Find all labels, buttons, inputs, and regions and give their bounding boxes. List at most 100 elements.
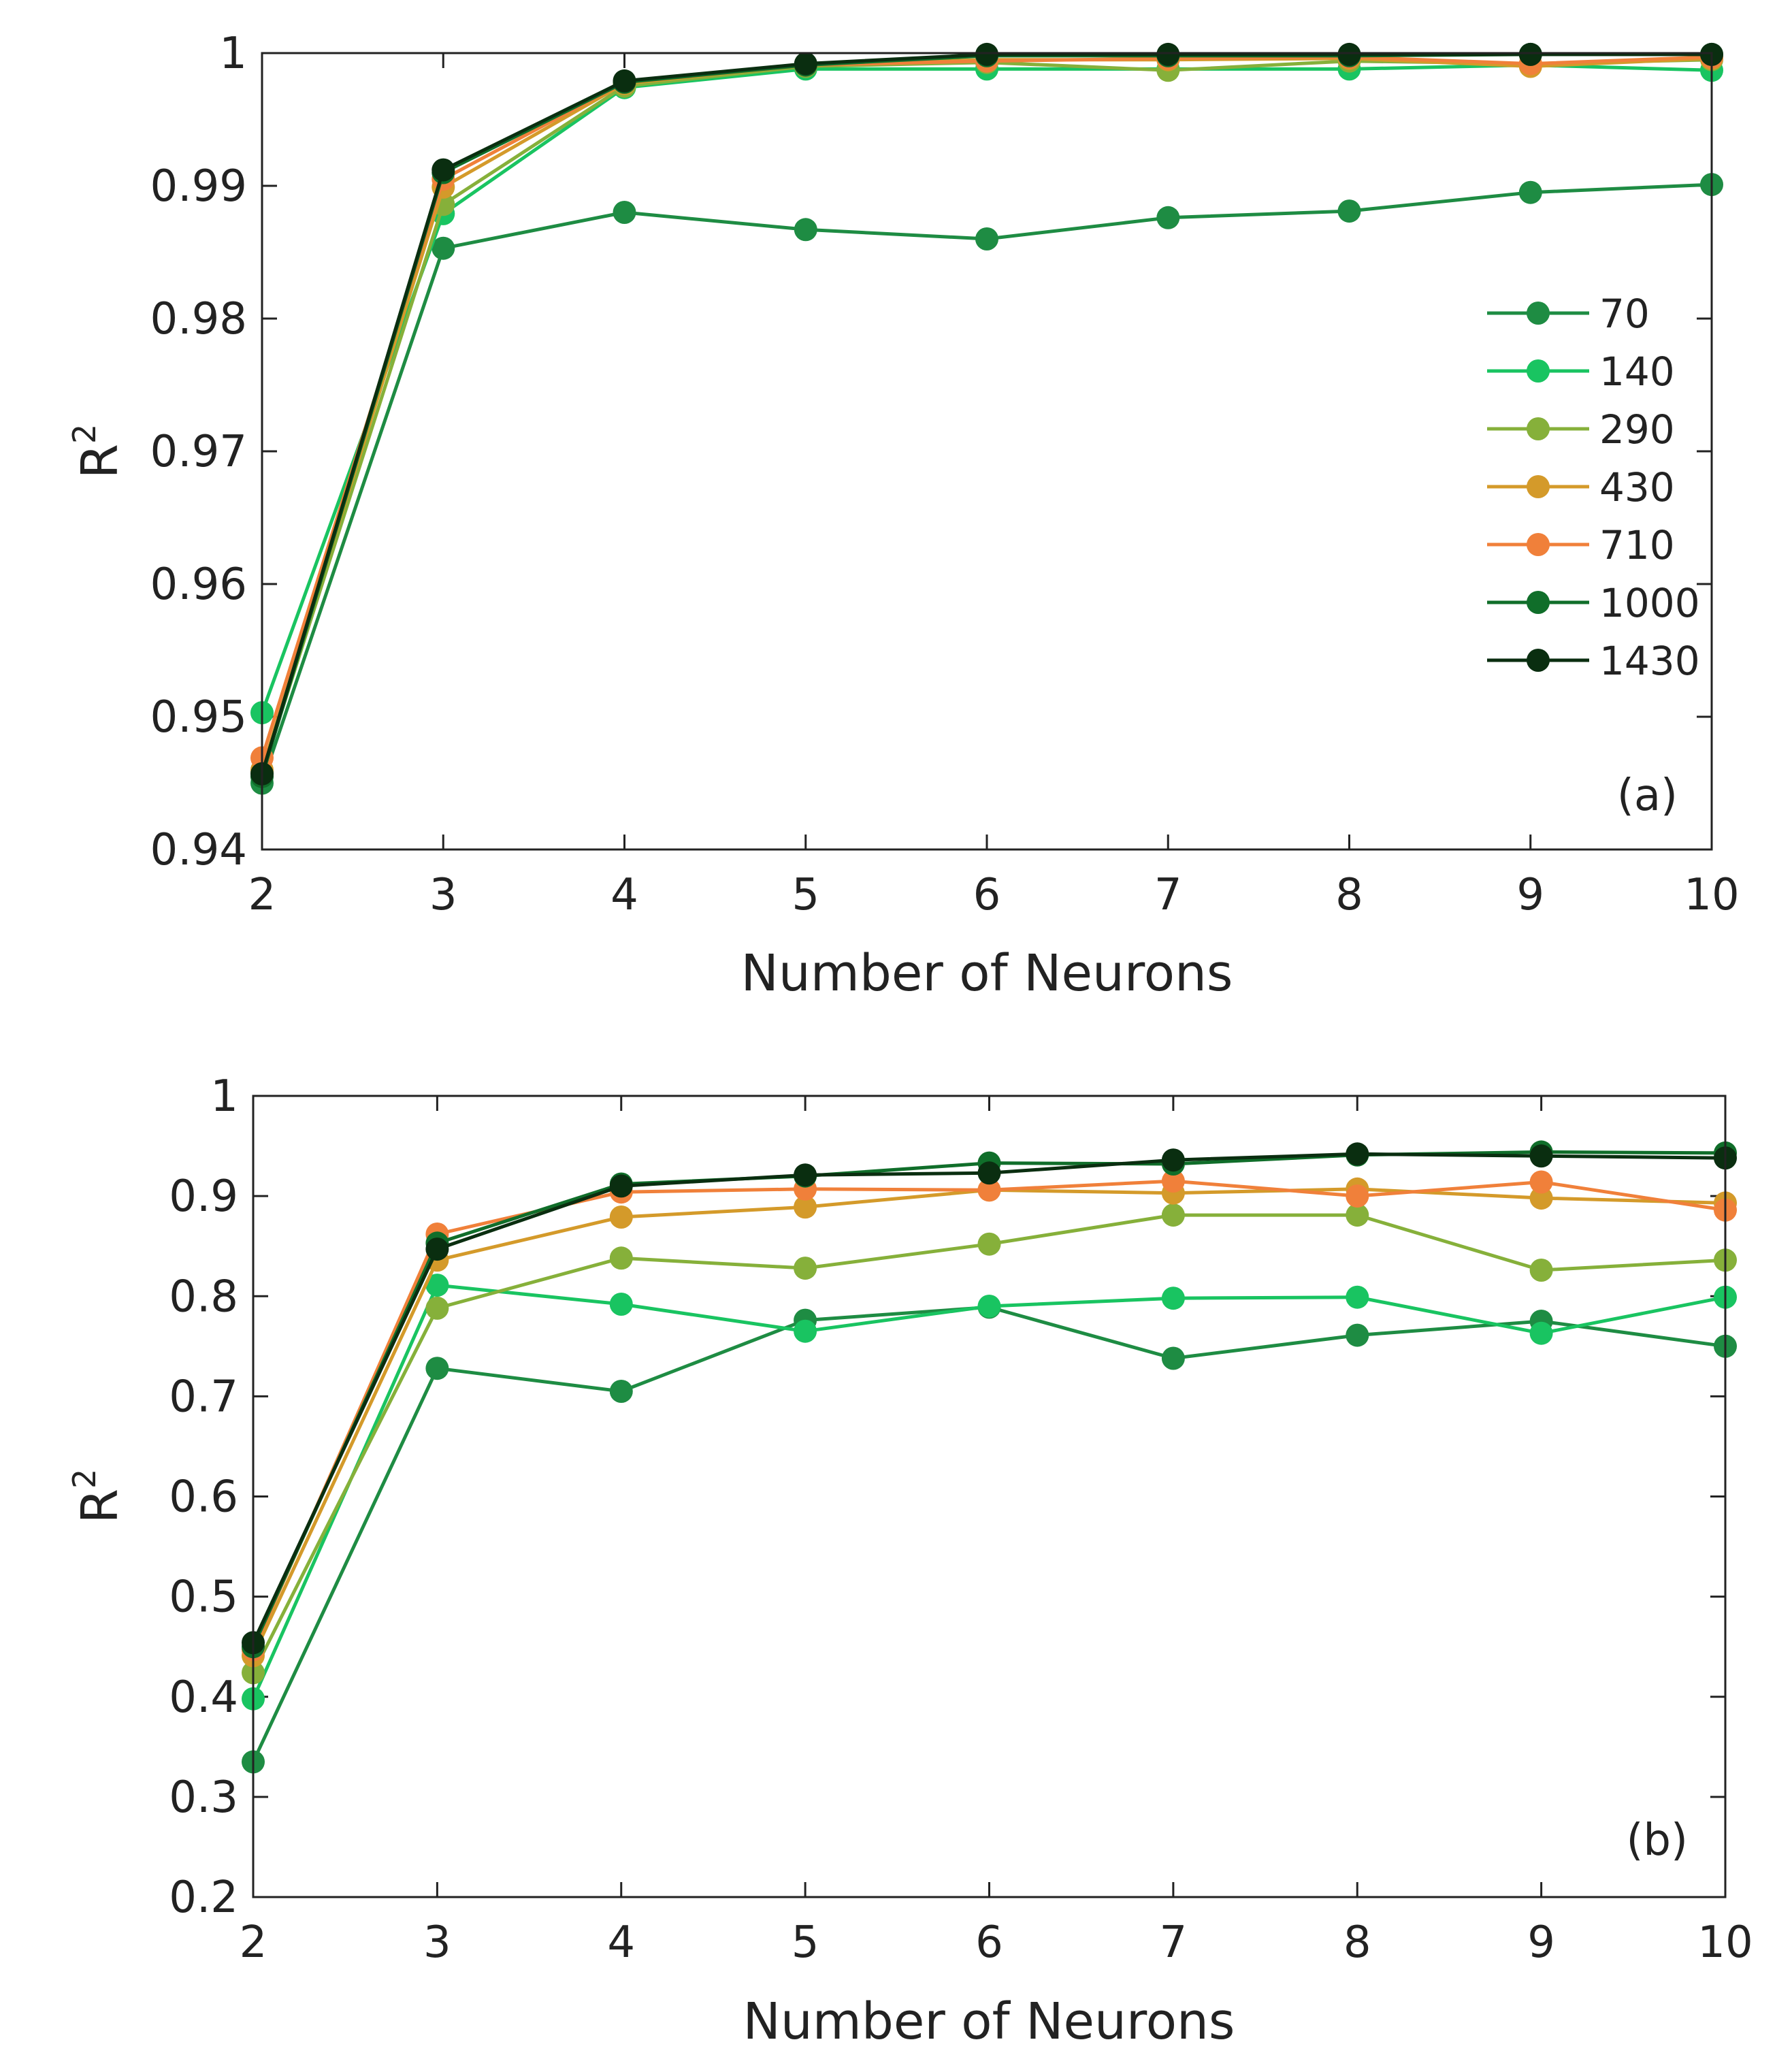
panel-b-xtick-label: 3: [423, 1917, 451, 1968]
panel-b-series-1430-point: [1529, 1144, 1553, 1168]
panel-b-series-140-point: [1346, 1285, 1369, 1309]
panel-b-series-290-point: [609, 1246, 633, 1270]
legend-label: 1000: [1599, 580, 1700, 626]
panel-a-series-140: [250, 53, 1723, 725]
panel-b-series-1430-point: [425, 1237, 449, 1261]
panel-b-series-430-point: [1529, 1186, 1553, 1210]
panel-a-ytick-label: 0.97: [150, 427, 248, 477]
panel-b-ytick-label: 0.6: [169, 1472, 238, 1523]
panel-a-series-430-line: [260, 56, 1712, 771]
panel-b-series-140-point: [977, 1295, 1001, 1318]
panel-a-ytick-label: 0.94: [150, 825, 248, 875]
panel-a-xtick-label: 4: [610, 870, 638, 920]
legend-item-1000: 1000: [1487, 580, 1700, 626]
legend-item-70: 70: [1487, 291, 1650, 337]
panel-b-ytick-label: 0.2: [169, 1873, 238, 1923]
panel-a-axes-box: [261, 52, 1713, 851]
panel-b-series-710-point: [1161, 1169, 1185, 1193]
panel-b-ytick-label: 0.8: [169, 1272, 238, 1322]
panel-a-series-70-point: [1518, 180, 1542, 204]
panel-a-legend: 70 140 290 430 710 1000 1430: [1487, 291, 1700, 684]
legend-label: 1430: [1599, 638, 1700, 684]
panel-b-series-140-point: [1161, 1286, 1185, 1310]
panel-b-series-1430-point: [977, 1161, 1001, 1185]
panel-a-series-1430-point: [431, 158, 455, 182]
panel-b-xtick-label: 4: [607, 1917, 635, 1968]
panel-b-ticks: 0.2 0.3 0.4 0.5 0.6 0.7 0.8 0.9 1 2 3 4 5 6 7 8 9 10: [169, 1071, 1753, 1968]
chart-panel-a: 0.94 0.95 0.96 0.97 0.98 0.99 1 2 3 4 5 6 7 8 9 10 Numb…: [66, 29, 1740, 1003]
panel-a-series-1000-line: [260, 52, 1712, 777]
panel-a-ytick-label: 1: [219, 29, 247, 79]
panel-b-xtick-label: 5: [792, 1917, 819, 1968]
panel-b-series-290-point: [1529, 1259, 1553, 1282]
panel-b-ytick-label: 0.7: [169, 1372, 238, 1422]
panel-a-series-710-line: [260, 55, 1712, 759]
panel-a-xtick-label: 7: [1154, 870, 1182, 920]
panel-a-series-70-point: [975, 227, 998, 250]
panel-a-series-70: [250, 173, 1723, 795]
panel-a-ticks: 0.94 0.95 0.96 0.97 0.98 0.99 1 2 3 4 5 6 7 8 9 10: [150, 29, 1740, 920]
panel-a-label: (a): [1617, 771, 1678, 821]
legend-swatch-marker: [1527, 475, 1550, 498]
panel-b-series-1430: [242, 1142, 1737, 1655]
panel-b-series-140-point: [794, 1319, 817, 1343]
panel-b-series-70-point: [609, 1380, 633, 1403]
panel-b-series-290-point: [425, 1296, 449, 1320]
panel-b-xtick-label: 2: [240, 1917, 267, 1968]
panel-a-series-1430-point: [613, 69, 636, 93]
panel-b-ytick-label: 0.4: [169, 1672, 238, 1723]
panel-a-x-axis-label: Number of Neurons: [741, 944, 1233, 1003]
panel-a-series-1430-point: [1156, 42, 1180, 66]
panel-a-series-70-line: [260, 182, 1712, 784]
legend-swatch-marker: [1527, 533, 1550, 556]
panel-b-series: [242, 1140, 1737, 1774]
panel-a-xtick-label: 3: [429, 870, 457, 920]
panel-b-series-70-point: [1346, 1323, 1369, 1347]
panel-a-series-70-point: [431, 236, 455, 260]
panel-a-series-70-point: [1337, 199, 1361, 223]
legend-swatch-marker: [1527, 302, 1550, 325]
panel-a-series-140-line: [260, 63, 1712, 713]
legend-item-1430: 1430: [1487, 638, 1700, 684]
legend-item-290: 290: [1487, 406, 1675, 453]
panel-b-series-140-point: [1529, 1321, 1553, 1345]
panel-b-series-1430-point: [1161, 1148, 1185, 1172]
legend-swatch-marker: [1527, 649, 1550, 672]
panel-b-ytick-label: 1: [210, 1071, 238, 1122]
panel-b-series-1000: [242, 1140, 1737, 1659]
panel-b-series-430-point: [794, 1195, 817, 1219]
panel-a-ytick-label: 0.98: [150, 294, 248, 344]
panel-a-series-70-point: [1156, 206, 1180, 229]
legend-item-430: 430: [1487, 464, 1675, 511]
panel-a-xtick-label: 6: [973, 870, 1001, 920]
panel-b-series-70-point: [1161, 1346, 1185, 1370]
panel-b-series-1430-point: [1346, 1142, 1369, 1166]
panel-b-series-290-point: [794, 1257, 817, 1280]
panel-a-series-70-point: [613, 201, 636, 224]
panel-b-series-140-line: [251, 1283, 1726, 1700]
panel-a-series: [250, 42, 1723, 795]
panel-a-xtick-label: 9: [1516, 870, 1544, 920]
panel-b-series-290-line: [251, 1213, 1726, 1674]
legend-label: 140: [1599, 349, 1675, 395]
panel-b-xtick-label: 9: [1527, 1917, 1555, 1968]
chart-panel-b: 0.2 0.3 0.4 0.5 0.6 0.7 0.8 0.9 1 2 3 4 5 6 7 8 9 10 Numb…: [66, 1071, 1753, 2051]
panel-a-ytick-label: 0.95: [150, 692, 248, 743]
panel-b-series-70-line: [251, 1305, 1726, 1763]
legend-label: 710: [1599, 522, 1675, 568]
panel-b-series-430-point: [609, 1205, 633, 1229]
panel-b-ytick-label: 0.9: [169, 1171, 238, 1222]
panel-b-label: (b): [1626, 1815, 1688, 1866]
legend-swatch-marker: [1527, 359, 1550, 383]
panel-a-ytick-label: 0.99: [150, 161, 248, 212]
panel-b-series-290-point: [977, 1232, 1001, 1256]
panel-b-y-axis-label: R2: [66, 1469, 129, 1524]
panel-a-xtick-label: 5: [792, 870, 819, 920]
panel-b-series-710-point: [1346, 1184, 1369, 1208]
legend-label: 290: [1599, 406, 1675, 453]
panel-b-series-290: [242, 1203, 1737, 1685]
panel-a-series-1430-point: [975, 42, 998, 66]
panel-a-series-1430-point: [794, 52, 817, 76]
panel-b-series-710-point: [1529, 1170, 1553, 1194]
